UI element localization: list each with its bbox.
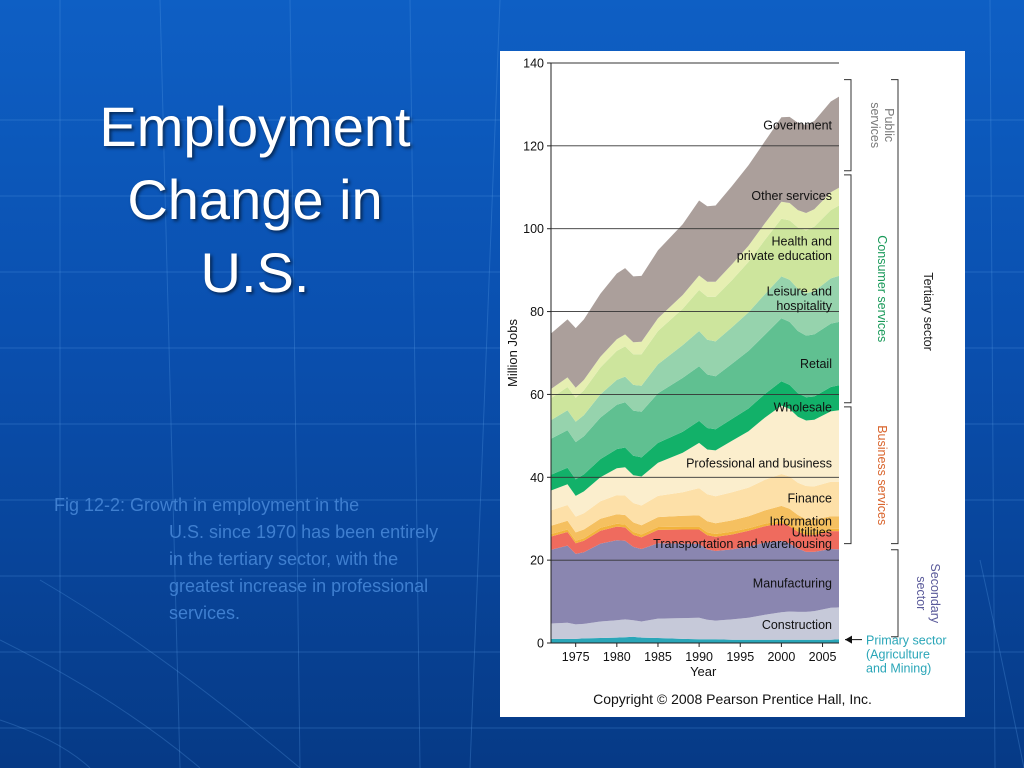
series-label-hospitality: hospitality: [776, 299, 832, 313]
bracket-label-services: services: [868, 102, 882, 148]
area-construction: [551, 607, 839, 640]
x-tick-label-2000: 2000: [767, 650, 795, 664]
title-line-2: Change in: [127, 168, 383, 231]
series-label-construction: Construction: [762, 618, 832, 632]
y-tick-label-120: 120: [523, 139, 544, 153]
area-manufacturing: [551, 540, 839, 625]
y-tick-label-40: 40: [530, 471, 544, 485]
primary-note-agriculture: (Agriculture: [866, 648, 930, 662]
bracket-tertiary-sector: [891, 79, 899, 545]
x-tick-label-1985: 1985: [644, 650, 672, 664]
series-label-wholesale: Wholesale: [774, 400, 832, 414]
series-label-professional-and-business: Professional and business: [686, 456, 832, 470]
bracket-label-consumer-services: Consumer services: [875, 235, 889, 342]
x-tick-label-1990: 1990: [685, 650, 713, 664]
area-wholesale: [551, 381, 839, 496]
area-information: [551, 505, 839, 541]
title-line-3: U.S.: [200, 241, 310, 304]
bracket-public-services: [844, 79, 852, 172]
area-other-services: [551, 187, 839, 399]
bracket-business-services: [844, 406, 852, 545]
caption-first-line: Fig 12-2: Growth in employment in the: [54, 495, 360, 515]
bracket-label-sector: sector: [914, 576, 928, 610]
area-leisure-and-hospitality: [551, 275, 839, 443]
bracket-label-public: Public: [882, 108, 896, 142]
series-label-health-and: Health and: [772, 235, 833, 249]
area-professional-and-business: [551, 405, 839, 517]
series-label-government: Government: [763, 119, 832, 133]
x-tick-label-2005: 2005: [809, 650, 837, 664]
x-tick-label-1995: 1995: [726, 650, 754, 664]
bracket-secondary-sector: [891, 549, 899, 638]
y-tick-label-60: 60: [530, 388, 544, 402]
primary-arrow-head: [845, 635, 852, 644]
series-label-private-education: private education: [737, 249, 832, 263]
y-tick-label-100: 100: [523, 222, 544, 236]
series-label-information: Information: [769, 514, 832, 528]
bracket-consumer-services: [844, 174, 852, 404]
y-tick-label-0: 0: [537, 637, 544, 651]
caption-rest: U.S. since 1970 has been entirely in the…: [169, 522, 439, 623]
area-government: [551, 96, 839, 389]
title-line-1: Employment: [99, 95, 411, 158]
slide-title: Employment Change in U.S.: [40, 90, 470, 309]
employment-area-chart: 0 20 40 60 80 100 120 140 1975 1980 1985 1990 1995 20…: [505, 57, 947, 680]
series-label-leisure-and: Leisure and: [767, 284, 832, 298]
copyright-text: Copyright © 2008 Pearson Prentice Hall, …: [593, 691, 872, 707]
figure-caption: Fig 12-2: Growth in employment in the U.…: [54, 492, 444, 627]
series-label-retail: Retail: [800, 357, 832, 371]
primary-note-and-mining: and Mining): [866, 662, 931, 676]
series-label-transportation-and-warehousing: Transportation and warehousing: [653, 537, 832, 551]
y-tick-label-140: 140: [523, 57, 544, 71]
y-tick-label-20: 20: [530, 554, 544, 568]
area-transportation-and-warehousing: [551, 523, 839, 554]
chart-panel: 0 20 40 60 80 100 120 140 1975 1980 1985 1990 1995 20…: [500, 51, 965, 717]
x-tick-label-1980: 1980: [603, 650, 631, 664]
bracket-label-business-services: Business services: [875, 425, 889, 525]
area-finance: [551, 474, 839, 533]
y-tick-label-80: 80: [530, 305, 544, 319]
area-retail: [551, 318, 839, 480]
series-label-utilities: Utilities: [792, 525, 832, 539]
x-tick-label-1975: 1975: [562, 650, 590, 664]
bracket-label-secondary: Secondary: [928, 563, 942, 624]
area-utilities: [551, 520, 839, 544]
primary-note-primary-sector: Primary sector: [866, 634, 947, 648]
series-label-finance: Finance: [788, 492, 833, 506]
series-label-other-services: Other services: [751, 189, 832, 203]
y-axis-title: Million Jobs: [505, 319, 520, 387]
series-label-manufacturing: Manufacturing: [753, 576, 832, 590]
bracket-label-tertiary-sector: Tertiary sector: [921, 272, 935, 351]
area-health-and-private-education: [551, 205, 839, 422]
area-primary-sector-agriculture-and-mining: [551, 636, 839, 643]
x-axis-title: Year: [690, 664, 717, 679]
